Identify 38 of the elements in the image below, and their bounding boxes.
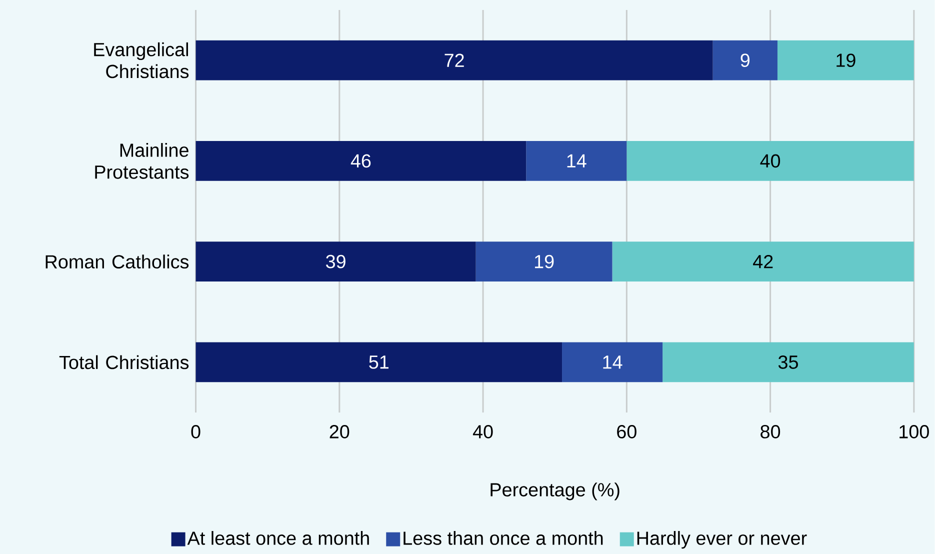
bar bbox=[626, 140, 914, 181]
legend-label: Hardly ever or never bbox=[637, 530, 807, 548]
x-tick-label: 60 bbox=[617, 424, 636, 438]
data-label: 14 bbox=[603, 356, 622, 369]
y-tick-label: Evangelical Christians bbox=[94, 42, 189, 78]
bar bbox=[526, 140, 627, 181]
data-label: 42 bbox=[753, 254, 773, 268]
bar bbox=[777, 40, 914, 80]
x-axis-title: Percentage (%) bbox=[490, 482, 620, 500]
data-label: 51 bbox=[369, 355, 388, 369]
data-label: 39 bbox=[326, 254, 346, 268]
x-tick-label: 40 bbox=[472, 424, 493, 438]
bar bbox=[476, 241, 612, 282]
y-tick-label: Mainline Protestants bbox=[95, 142, 189, 179]
bar bbox=[612, 241, 914, 282]
data-label: 19 bbox=[534, 254, 554, 268]
bar bbox=[196, 140, 526, 181]
data-label: 9 bbox=[740, 53, 750, 67]
bar bbox=[196, 342, 562, 382]
data-label: 46 bbox=[350, 154, 371, 168]
x-tick-label: 20 bbox=[330, 424, 350, 438]
x-tick-label: 80 bbox=[760, 424, 780, 438]
x-tick-label: 100 bbox=[900, 424, 929, 438]
y-tick-label: Total Christians bbox=[59, 355, 189, 369]
y-tick-label: Roman Catholics bbox=[46, 254, 189, 268]
data-label: 19 bbox=[836, 53, 856, 67]
legend-label: Less than once a month bbox=[404, 530, 603, 545]
data-label: 35 bbox=[778, 355, 798, 369]
legend-label: At least once a month bbox=[187, 530, 369, 545]
bar bbox=[662, 342, 914, 382]
bar bbox=[562, 342, 663, 382]
data-label: 40 bbox=[760, 154, 780, 168]
data-label: 72 bbox=[444, 54, 464, 67]
data-label: 14 bbox=[567, 154, 586, 168]
bar bbox=[712, 40, 778, 80]
bar bbox=[196, 40, 713, 80]
x-tick-label: 0 bbox=[191, 424, 200, 438]
bar bbox=[196, 241, 476, 282]
